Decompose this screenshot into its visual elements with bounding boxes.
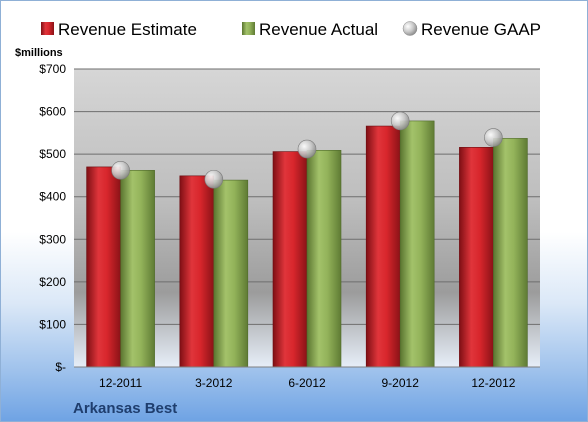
gaap-marker	[390, 111, 410, 131]
bar-estimate	[179, 175, 215, 368]
gaap-marker	[111, 161, 130, 180]
x-tick-label: 3-2012	[195, 376, 233, 390]
bar-actual	[493, 138, 528, 368]
legend-swatch-actual	[242, 22, 255, 35]
y-tick-label: $600	[39, 105, 66, 119]
x-tick-label: 6-2012	[288, 376, 326, 390]
y-tick-label: $300	[39, 232, 66, 246]
gaap-marker	[204, 169, 224, 189]
bar-actual	[306, 150, 342, 368]
y-axis: $- $100 $200 $300 $400 $500 $600 $700	[39, 62, 66, 374]
legend: Revenue Estimate Revenue Actual Revenue …	[41, 20, 541, 39]
legend-label-actual: Revenue Actual	[259, 20, 378, 39]
y-tick-label: $200	[39, 275, 66, 289]
bars	[86, 120, 528, 368]
bar-actual	[120, 170, 155, 368]
gaap-markers	[111, 111, 503, 189]
y-tick-label: $100	[39, 317, 66, 331]
bar-actual	[213, 179, 249, 368]
legend-swatch-estimate	[41, 22, 54, 35]
y-tick-label: $-	[55, 360, 66, 374]
y-tick-label: $400	[39, 190, 66, 204]
x-tick-label: 9-2012	[382, 376, 420, 390]
bar-estimate	[272, 151, 308, 368]
legend-label-gaap: Revenue GAAP	[421, 20, 541, 39]
gaap-marker	[484, 128, 503, 147]
bar-estimate	[459, 147, 494, 368]
x-axis: 12-2011 3-2012 6-2012 9-2012 12-2012	[99, 376, 516, 390]
x-tick-label: 12-2011	[99, 376, 142, 390]
company-name: Arkansas Best	[73, 400, 177, 417]
bar-estimate	[86, 166, 121, 368]
bar-actual	[399, 120, 435, 368]
gaap-marker	[297, 139, 317, 159]
y-unit-label: $millions	[15, 47, 63, 59]
legend-marker-gaap	[402, 21, 418, 36]
y-tick-label: $700	[39, 62, 66, 76]
legend-label-estimate: Revenue Estimate	[58, 20, 197, 39]
x-tick-label: 12-2012	[471, 376, 515, 390]
y-tick-label: $500	[39, 147, 66, 161]
bar-estimate	[365, 125, 401, 368]
